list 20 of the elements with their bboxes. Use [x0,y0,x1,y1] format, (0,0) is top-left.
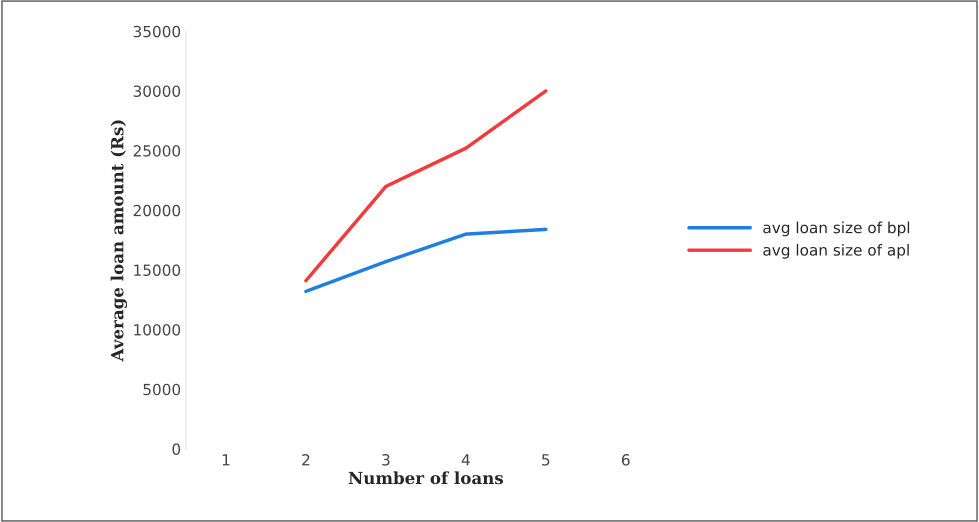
x-tick-label: 5 [542,454,550,466]
x-tick-label: 1 [222,454,230,466]
legend-label: avg loan size of apl [763,244,909,259]
y-tick-label: 0 [172,443,180,455]
x-tick-label: 2 [302,454,310,466]
x-tick-label: 6 [622,454,630,466]
x-axis-title: Number of loans [348,471,504,484]
x-tick-label: 3 [382,454,390,466]
line-series [304,89,548,282]
legend-label: avg loan size of bpl [763,222,910,236]
y-tick-label: 10000 [134,324,180,336]
y-tick-label: 5000 [143,384,180,396]
y-tick-label: 35000 [134,26,180,38]
y-tick-label: 30000 [134,85,180,97]
y-tick-label: 25000 [134,145,180,157]
y-axis-title: Average loan amount (Rs) [110,120,127,362]
x-tick-label: 4 [462,454,470,466]
y-tick-label: 20000 [134,204,180,216]
line-series [304,228,548,294]
y-tick-label: 15000 [134,264,180,276]
